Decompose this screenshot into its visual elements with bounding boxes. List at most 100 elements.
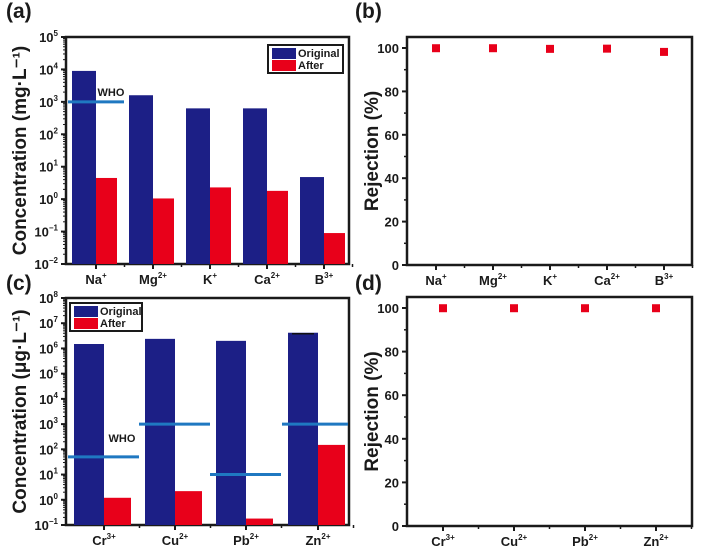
y-axis-title: Concentration (μg·L⁻¹) bbox=[10, 309, 31, 513]
x-category-label: Na+ bbox=[425, 272, 447, 288]
y-tick-label: 102 bbox=[39, 441, 58, 457]
x-category-label: Pb2+ bbox=[572, 533, 598, 546]
y-tick-label: 104 bbox=[39, 391, 58, 407]
marker-b bbox=[660, 47, 668, 56]
x-category-label: Cu2+ bbox=[501, 533, 528, 546]
x-category-label: K+ bbox=[203, 271, 217, 287]
marker-cr bbox=[439, 304, 447, 313]
bar-after-na bbox=[96, 177, 117, 264]
x-category-label: B3+ bbox=[315, 271, 334, 287]
bar-after-b bbox=[324, 233, 345, 264]
bar-original-b bbox=[300, 177, 324, 264]
legend-swatch-original bbox=[272, 48, 296, 59]
y-tick-label: 101 bbox=[39, 467, 58, 483]
y-axis-title: Rejection (%) bbox=[362, 351, 383, 471]
x-category-label: B3+ bbox=[655, 272, 674, 288]
x-category-label: Mg2+ bbox=[479, 272, 507, 288]
x-category-label: Zn2+ bbox=[305, 532, 330, 546]
y-tick-label: 100 bbox=[377, 41, 399, 56]
bar-original-zn bbox=[288, 332, 318, 525]
bar-after-zn bbox=[318, 444, 345, 525]
y-tick-label: 100 bbox=[39, 492, 58, 508]
y-tick-label: 60 bbox=[385, 128, 399, 143]
x-category-label: Pb2+ bbox=[233, 532, 259, 546]
marker-cu bbox=[510, 304, 518, 313]
y-tick-label: 10−2 bbox=[34, 256, 58, 272]
bar-after-mg bbox=[153, 198, 174, 264]
marker-k bbox=[546, 44, 554, 53]
y-tick-label: 103 bbox=[39, 416, 58, 432]
y-tick-label: 100 bbox=[39, 191, 58, 207]
marker-mg bbox=[489, 44, 497, 53]
bar-after-cu bbox=[175, 491, 202, 525]
y-tick-label: 102 bbox=[39, 126, 58, 142]
x-category-label: Ca2+ bbox=[594, 272, 620, 288]
panel-label: (b) bbox=[355, 0, 382, 23]
bar-original-mg bbox=[129, 95, 153, 264]
bar-original-cu bbox=[145, 338, 175, 525]
x-category-label: Na+ bbox=[85, 271, 107, 287]
plot-frame bbox=[405, 295, 694, 528]
y-tick-label: 105 bbox=[39, 29, 58, 45]
bar-after-pb bbox=[246, 518, 273, 525]
y-tick-label: 40 bbox=[385, 171, 399, 186]
x-category-label: Cr3+ bbox=[431, 533, 455, 546]
y-tick-label: 107 bbox=[39, 315, 58, 331]
y-tick-label: 104 bbox=[39, 61, 58, 77]
bar-after-cr bbox=[104, 497, 131, 525]
y-tick-label: 80 bbox=[385, 84, 399, 99]
x-category-label: Zn2+ bbox=[643, 533, 668, 546]
marker-pb bbox=[581, 304, 589, 313]
bar-original-na bbox=[72, 70, 96, 265]
legend-label-original: Original bbox=[298, 48, 340, 60]
y-tick-label: 80 bbox=[385, 345, 399, 360]
y-tick-label: 0 bbox=[392, 258, 399, 273]
bar-original-ca bbox=[243, 108, 267, 264]
legend-swatch-original bbox=[74, 306, 98, 317]
y-tick-label: 101 bbox=[39, 159, 58, 175]
x-category-label: Ca2+ bbox=[254, 271, 280, 287]
y-tick-label: 40 bbox=[385, 432, 399, 447]
marker-zn bbox=[652, 304, 660, 313]
panel-d: (d) 0 20 40 60 80 100 Cr3+ Cu2+ Pb2+ Zn2+ Rejection… bbox=[355, 272, 694, 546]
marker-ca bbox=[603, 44, 611, 53]
y-tick-label: 108 bbox=[39, 290, 58, 306]
panel-label: (c) bbox=[6, 272, 32, 295]
bar-original-cr bbox=[74, 344, 104, 525]
y-tick-label: 100 bbox=[377, 301, 399, 316]
panel-b: (b) 0 20 40 60 80 100 Na+ Mg2+ K+ Ca2+ B3+ Rejection… bbox=[355, 0, 694, 288]
y-tick-label: 10−1 bbox=[34, 224, 58, 240]
x-category-label: Cr3+ bbox=[92, 532, 116, 546]
bar-original-pb bbox=[216, 340, 246, 525]
legend-swatch-after bbox=[272, 60, 296, 71]
bar-after-ca bbox=[267, 190, 288, 264]
y-tick-label: 0 bbox=[392, 519, 399, 534]
y-axis-title: Rejection (%) bbox=[362, 91, 383, 211]
plot-frame bbox=[405, 35, 694, 267]
marker-na bbox=[432, 44, 440, 53]
y-axis-title: Concentration (mg·L⁻¹) bbox=[10, 46, 31, 256]
panel-label: (a) bbox=[6, 0, 32, 23]
legend-label-after: After bbox=[100, 318, 126, 330]
bar-original-k bbox=[186, 108, 210, 264]
panel-label: (d) bbox=[355, 272, 382, 295]
y-tick-label: 20 bbox=[385, 475, 399, 490]
x-category-label: Cu2+ bbox=[162, 532, 189, 546]
y-tick-label: 20 bbox=[385, 215, 399, 230]
who-label: WHO bbox=[109, 433, 136, 445]
bar-after-k bbox=[210, 187, 231, 264]
y-tick-label: 60 bbox=[385, 388, 399, 403]
y-tick-label: 103 bbox=[39, 94, 58, 110]
x-category-label: Mg2+ bbox=[139, 271, 167, 287]
plot-frame bbox=[64, 296, 351, 527]
who-label: WHO bbox=[98, 87, 125, 99]
y-tick-label: 10−1 bbox=[34, 517, 58, 533]
legend-swatch-after bbox=[74, 318, 98, 329]
legend-label-original: Original bbox=[100, 306, 142, 318]
legend-label-after: After bbox=[298, 60, 324, 72]
y-tick-label: 106 bbox=[39, 340, 58, 356]
x-category-label: K+ bbox=[543, 272, 557, 288]
